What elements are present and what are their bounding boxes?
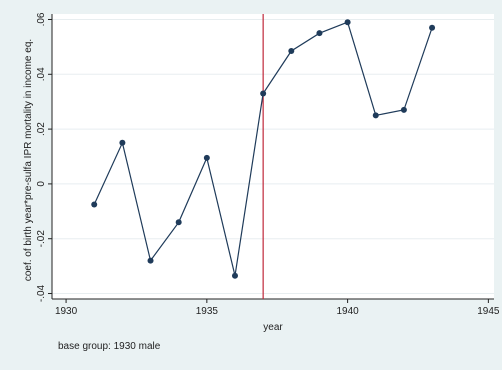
y-tick-label: 0: [36, 181, 47, 187]
data-point: [344, 19, 351, 26]
grid-lines: [52, 18, 494, 295]
y-tick-label: -.02: [36, 230, 47, 248]
chart-note: base group: 1930 male: [58, 341, 161, 352]
data-point: [91, 201, 98, 208]
data-point: [260, 90, 267, 97]
x-tick-label: 1930: [55, 306, 78, 317]
y-tick-label: .02: [36, 122, 47, 136]
tick-labels: -.04 -.02 0 .02 .04 .06 1930 1935 1940 1945: [36, 12, 500, 317]
data-point: [175, 219, 182, 226]
data-point: [288, 47, 295, 54]
axes: [48, 14, 494, 303]
x-tick-label: 1935: [196, 306, 219, 317]
y-tick-label: -.04: [36, 284, 47, 302]
data-point: [316, 30, 323, 37]
data-point: [231, 272, 238, 279]
data-point: [400, 106, 407, 113]
x-tick-label: 1945: [477, 306, 500, 317]
data-points: [91, 19, 436, 279]
plot-area: [52, 14, 494, 299]
y-tick-label: .04: [36, 67, 47, 81]
data-point: [147, 257, 154, 264]
x-axis-title: year: [263, 322, 283, 333]
x-tick-label: 1940: [336, 306, 359, 317]
data-point: [119, 139, 126, 146]
data-point: [372, 112, 379, 119]
data-point: [203, 154, 210, 161]
data-point: [429, 24, 436, 31]
y-axis-title: coef. of birth year*pre-sulfa IPR mortal…: [23, 39, 34, 281]
y-tick-label: .06: [36, 12, 47, 26]
